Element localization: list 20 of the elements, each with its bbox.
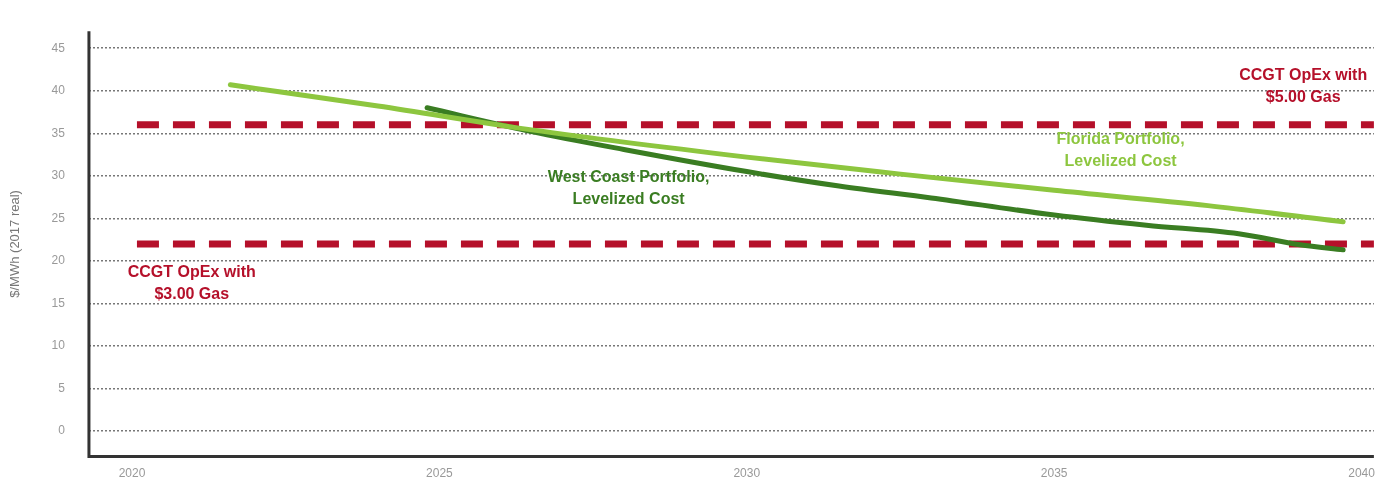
y-tick-label: 10 — [51, 338, 66, 353]
y-tick-label: 35 — [51, 125, 66, 140]
ref-line-label: CCGT OpEx with $3.00 Gas — [127, 263, 256, 303]
y-tick-label: 15 — [51, 295, 66, 310]
y-tick-label: 25 — [51, 210, 66, 225]
ref-line-label: CCGT OpEx with $5.00 Gas — [1239, 66, 1368, 106]
y-tick-label: 5 — [58, 380, 66, 395]
x-tick-label: 2035 — [1040, 466, 1068, 481]
x-tick-label: 2040 — [1348, 466, 1376, 481]
y-tick-label: 45 — [51, 40, 66, 55]
y-tick-label: 0 — [58, 423, 66, 438]
x-tick-label: 2030 — [733, 466, 761, 481]
y-tick-label: 40 — [51, 83, 66, 98]
y-tick-label: 20 — [51, 253, 66, 268]
series-label: Florida Portfolio, Levelized Cost — [1056, 130, 1185, 170]
y-axis-title: $/MWh (2017 real) — [7, 190, 23, 298]
x-tick-label: 2025 — [426, 466, 454, 481]
series-label: West Coast Portfolio, Levelized Cost — [547, 167, 710, 207]
y-tick-label: 30 — [51, 168, 66, 183]
x-tick-label: 2020 — [118, 466, 146, 481]
